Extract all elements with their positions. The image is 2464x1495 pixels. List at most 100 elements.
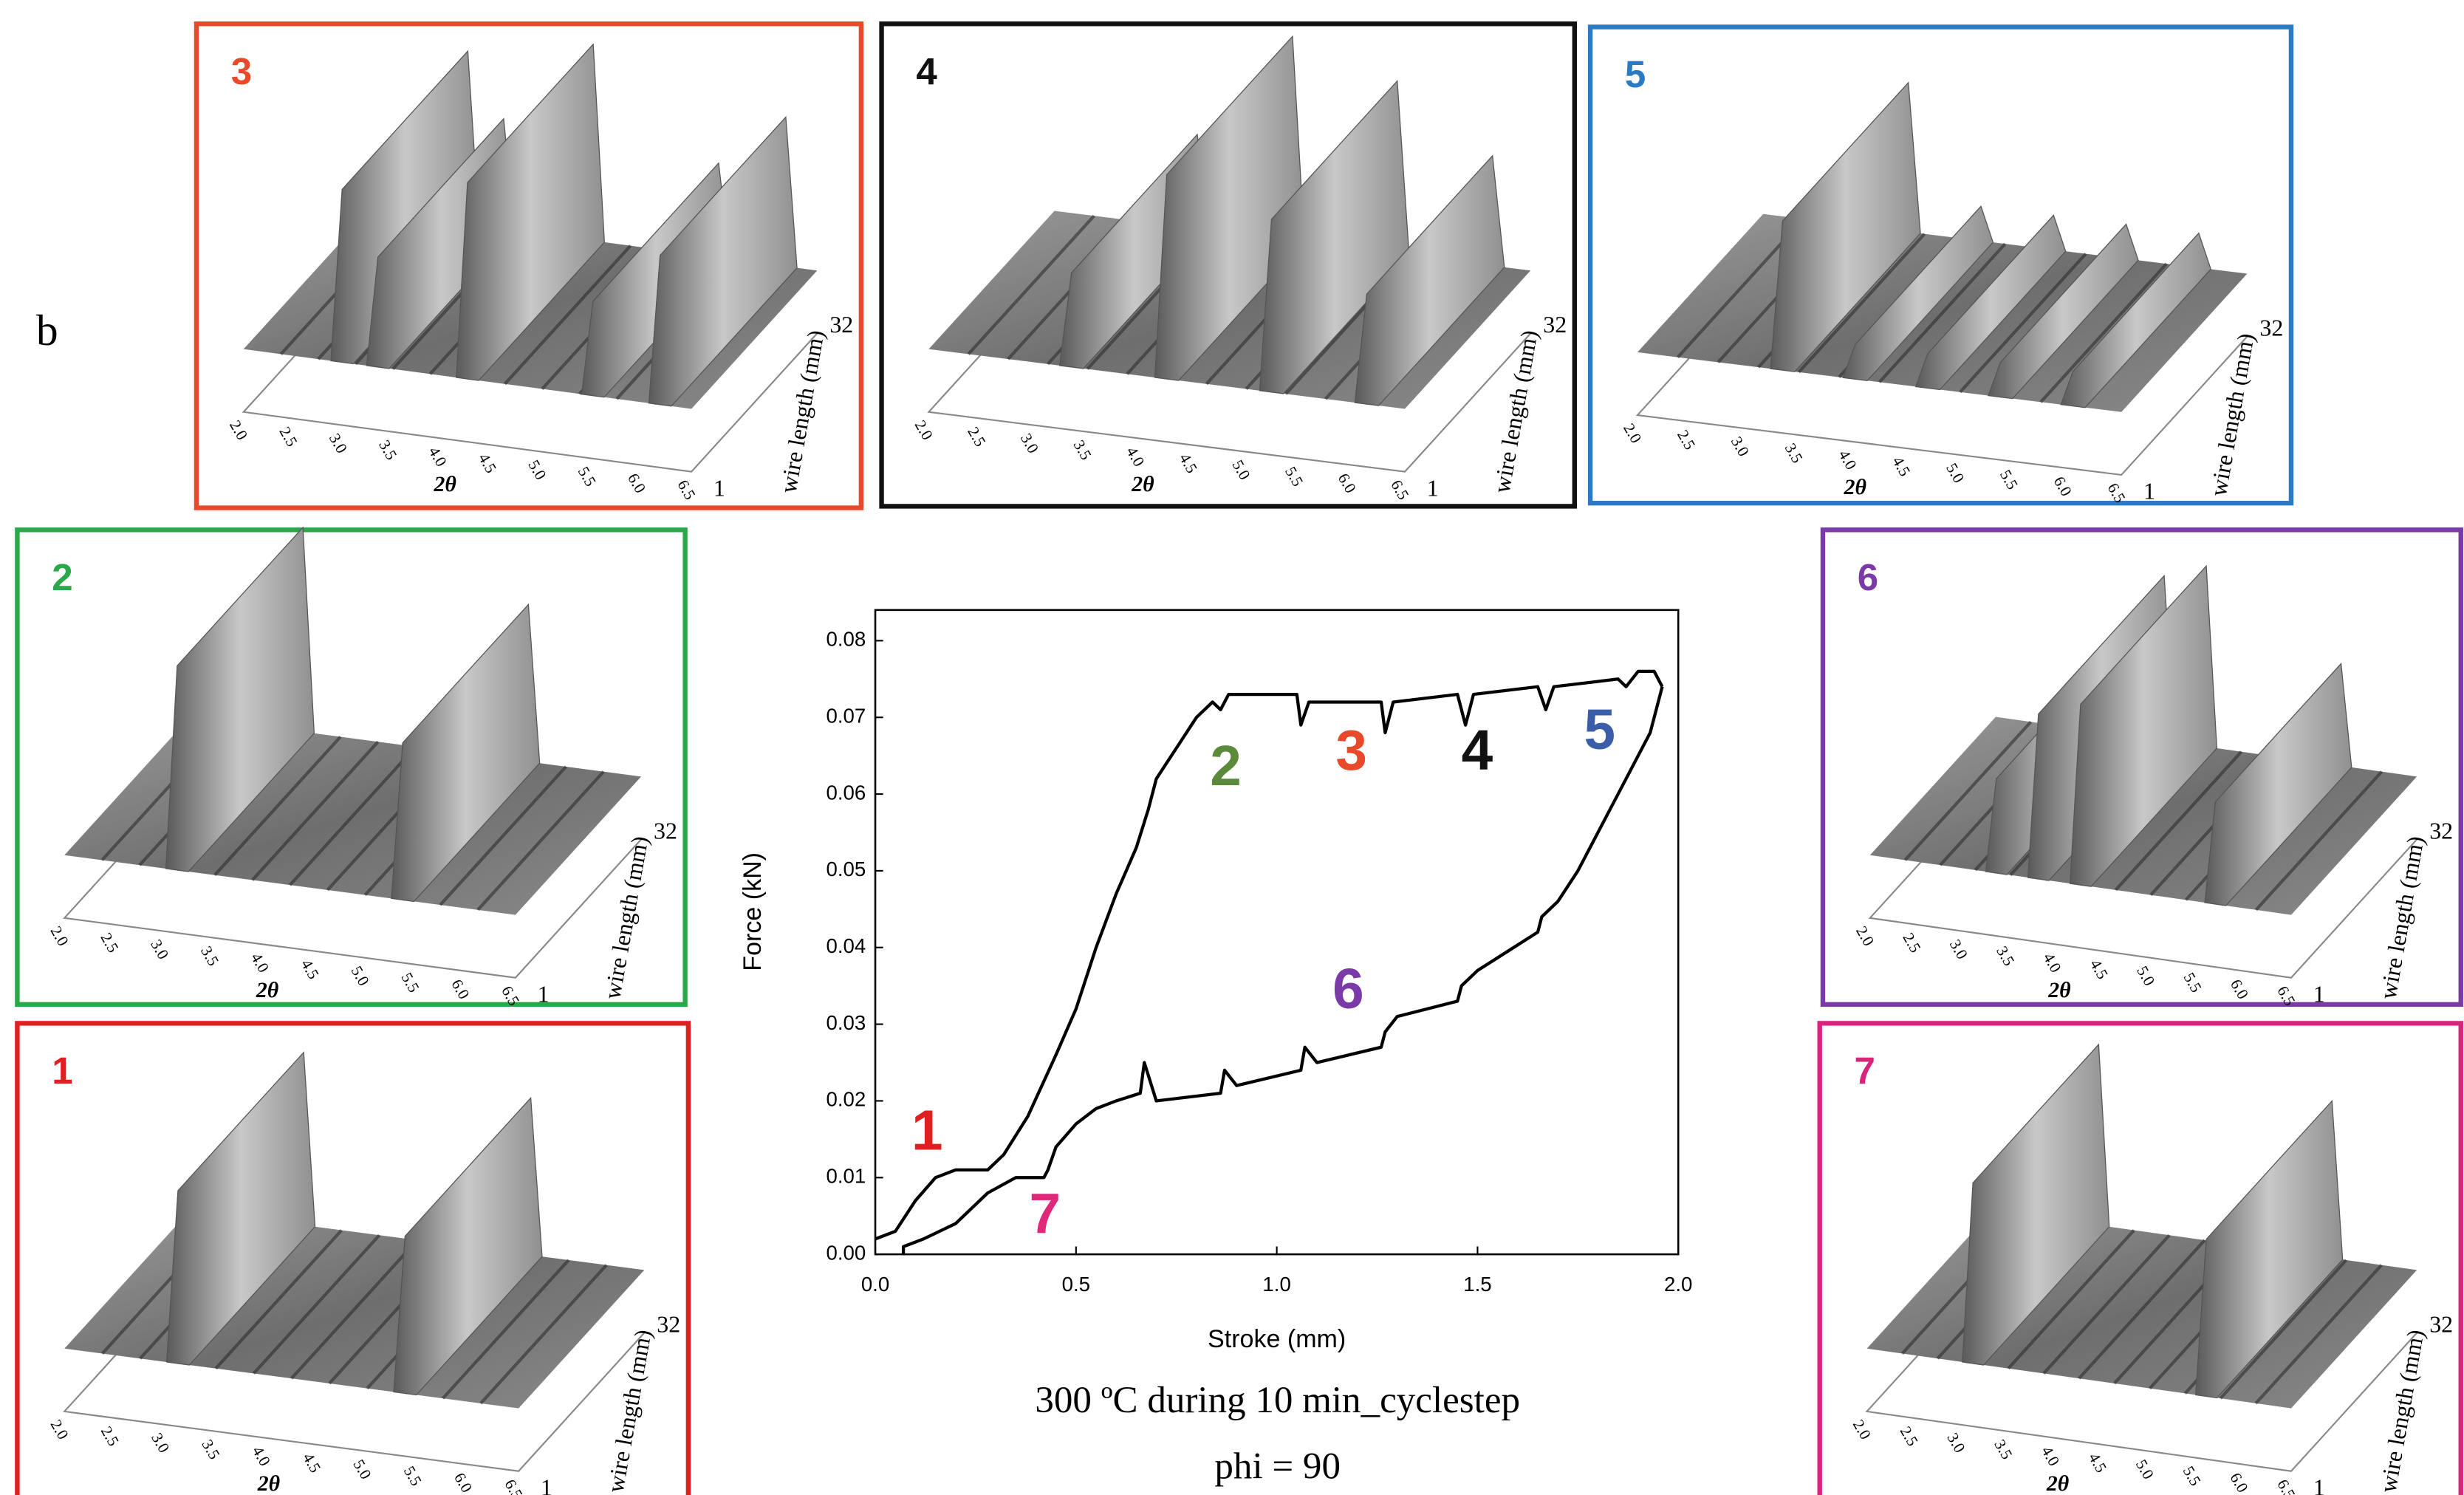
ridge xyxy=(165,526,315,872)
x-tick-label: 4.5 xyxy=(2085,1450,2110,1476)
x-tick-label: 5.5 xyxy=(575,464,600,490)
ridge xyxy=(1842,205,1994,381)
x-axis-label: 2θ xyxy=(2046,1471,2069,1495)
y-tick-label: 0.04 xyxy=(826,934,866,957)
x-tick-label: 3.5 xyxy=(1070,437,1095,463)
ridge xyxy=(1962,1043,2110,1366)
surface-stripe xyxy=(2078,1239,2206,1380)
x-tick-label: 3.0 xyxy=(147,937,172,962)
x-tick-label: 5.5 xyxy=(400,1463,425,1489)
surface-stripe xyxy=(439,765,567,906)
chart-subtitle: phi = 90 xyxy=(1214,1445,1341,1487)
x-tick-label: 1.0 xyxy=(1262,1273,1290,1296)
y-axis-label: Force (kN) xyxy=(739,852,767,971)
y-tick-label: 32 xyxy=(829,312,853,338)
y-axis-label: wire length (mm) xyxy=(2205,331,2259,498)
y-tick-label: 0.02 xyxy=(826,1088,866,1111)
y-tick-label: 0.05 xyxy=(826,858,866,880)
x-tick-label: 5.0 xyxy=(2132,1457,2157,1482)
surface-stripe xyxy=(252,1234,381,1375)
y-tick-label: 1 xyxy=(2143,479,2155,504)
annotation: 5 xyxy=(1584,699,1616,762)
ridge xyxy=(330,49,480,365)
x-axis-label: 2θ xyxy=(433,472,456,496)
panel-number: 4 xyxy=(916,50,937,92)
x-tick-label: 4.0 xyxy=(249,1443,274,1469)
x-tick-label: 2.5 xyxy=(276,424,301,450)
ridge xyxy=(1354,154,1505,406)
y-tick-label: 1 xyxy=(2313,982,2325,1008)
annotation: 1 xyxy=(911,1100,943,1163)
x-tick-label: 3.5 xyxy=(197,943,222,969)
surface-stripe xyxy=(476,770,605,911)
x-tick-label: 4.0 xyxy=(1835,447,1860,473)
x-tick-label: 6.5 xyxy=(2273,1477,2299,1495)
panel: 52.0 2.5 3.0 3.5 4.0 4.5 5.0 5.5 6.0 6.52θ 132wire… xyxy=(1587,24,2294,506)
ridge xyxy=(2060,232,2211,408)
x-tick-label: 6.0 xyxy=(2050,473,2075,499)
ridge xyxy=(2195,1099,2344,1399)
x-tick-label: 3.0 xyxy=(326,431,351,456)
ridge xyxy=(648,115,798,407)
x-tick-label: 3.5 xyxy=(1993,943,2018,969)
x-tick-label: 3.0 xyxy=(1946,937,1971,962)
panel: 1 2.0 2.5 3.0 3.5 4.0 4.5 5.0 5.5 6.0 6.5 2θ 1 32wire… xyxy=(15,1021,691,1495)
surface-stripe xyxy=(2254,1264,2383,1405)
plot-frame xyxy=(874,609,1680,1256)
y-tick-label: 0.03 xyxy=(826,1011,866,1034)
panel-label: b xyxy=(36,306,58,355)
x-tick-label: 2.0 xyxy=(47,1417,72,1443)
ridge xyxy=(393,1096,543,1396)
x-tick-label: 5.0 xyxy=(524,457,550,483)
x-tick-label: 5.0 xyxy=(1943,460,1968,486)
surface-stripe xyxy=(2039,262,2168,403)
annotation: 6 xyxy=(1332,958,1364,1021)
x-tick-label: 6.5 xyxy=(1387,477,1412,503)
x-tick-label: 3.0 xyxy=(148,1430,173,1456)
surface-stripe xyxy=(2007,1229,2135,1370)
x-tick-label: 5.0 xyxy=(1228,457,1253,483)
y-axis-label: wire length (mm) xyxy=(599,834,653,1001)
x-tick-label: 2.5 xyxy=(964,424,989,450)
panel: 3 2.0 2.5 3.0 3.5 4.0 4.5 5.0 5.5 6.0 6.5 2θ 1 32wire… xyxy=(194,21,864,510)
x-tick-label: 3.0 xyxy=(1728,434,1753,459)
ridge xyxy=(391,603,541,903)
surface-stripe xyxy=(967,214,1095,355)
x-tick-label: 2.0 xyxy=(226,417,251,443)
y-tick-label: 1 xyxy=(713,475,725,501)
x-tick-label: 5.5 xyxy=(1996,467,2022,493)
surface-stripe xyxy=(1797,233,1926,374)
x-tick-label: 4.5 xyxy=(2087,957,2112,982)
y-axis-label: wire length (mm) xyxy=(2375,834,2429,1001)
x-tick-label: 0.0 xyxy=(861,1273,889,1296)
y-tick-label: 0.07 xyxy=(826,705,866,728)
x-tick-label: 4.5 xyxy=(298,957,323,982)
surface-stripe xyxy=(503,244,632,386)
y-tick-label: 0.06 xyxy=(826,781,866,804)
annotation: 7 xyxy=(1030,1183,1061,1245)
panel-number: 1 xyxy=(52,1050,72,1092)
surface-stripe xyxy=(214,1229,343,1370)
ridge xyxy=(456,43,605,381)
surface-stripe xyxy=(2254,770,2383,911)
data-line xyxy=(875,669,1664,1241)
surface-stripe xyxy=(251,740,380,881)
x-axis-label: 2θ xyxy=(1131,472,1154,496)
ridge xyxy=(1914,214,2067,391)
surface-stripe xyxy=(442,1259,570,1400)
y-tick-label: 0.00 xyxy=(826,1241,866,1264)
surface-stripe xyxy=(288,745,417,886)
surface-stripe xyxy=(2042,1234,2171,1375)
x-tick-label: 2.0 xyxy=(1852,923,1878,949)
y-axis-label: wire length (mm) xyxy=(2375,1327,2429,1494)
y-axis-label: wire length (mm) xyxy=(603,1327,657,1494)
x-tick-label: 6.0 xyxy=(2226,1470,2251,1495)
ridge xyxy=(2069,564,2217,887)
panel-number: 3 xyxy=(231,50,252,92)
ridge xyxy=(1154,35,1305,381)
panel-frame xyxy=(1820,527,2463,1008)
ridge xyxy=(1988,223,2139,400)
x-tick-label: 2.5 xyxy=(1897,1423,1922,1449)
ridge xyxy=(2204,663,2352,906)
